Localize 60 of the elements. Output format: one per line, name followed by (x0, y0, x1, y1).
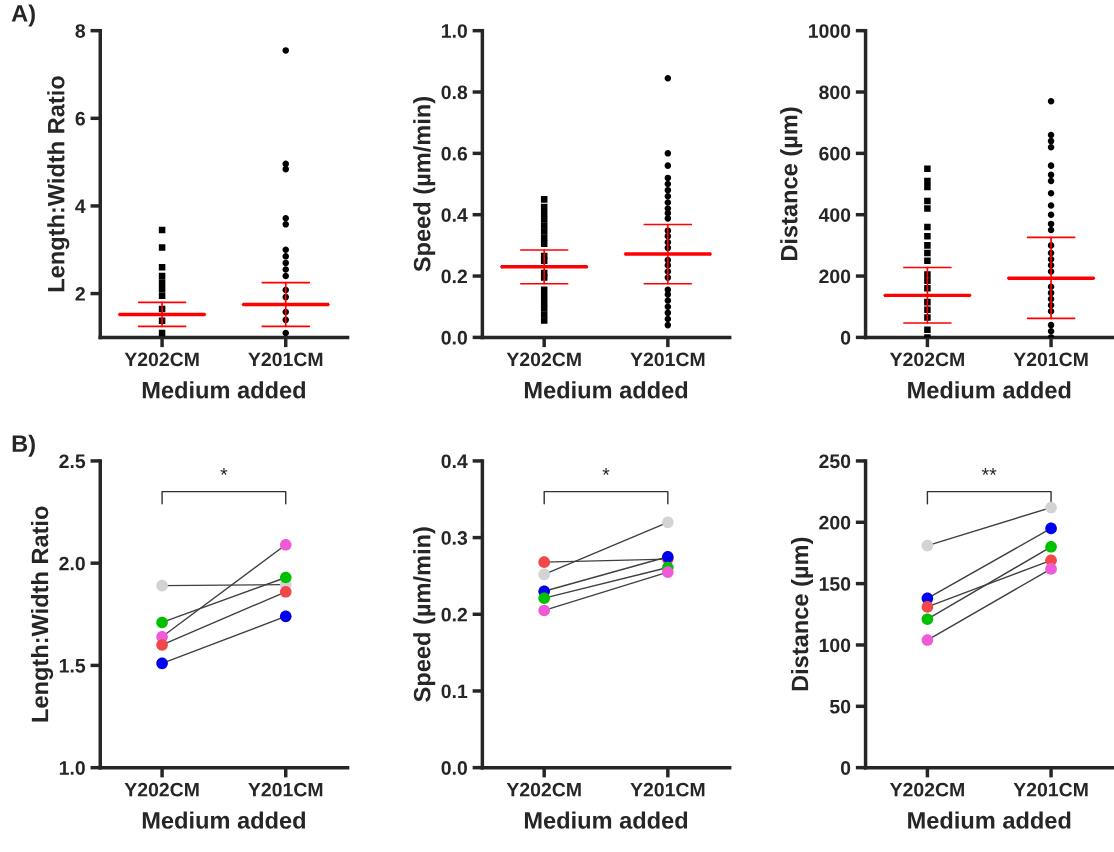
y-axis-title: Distance (µm) (780, 107, 803, 261)
y-tick-label: 0.4 (441, 208, 468, 222)
x-tick-label: Y201CM (630, 352, 705, 367)
x-axis-title: Medium added (142, 381, 306, 399)
x-tick-label: Y201CM (1013, 352, 1088, 367)
y-tick-label: 0.0 (441, 330, 467, 345)
chart-title: B) (12, 434, 35, 457)
chart-title: A) (11, 4, 35, 27)
annotation: * (220, 468, 228, 475)
y-tick-label: 2.0 (59, 556, 85, 571)
y-axis-title: Length:Width Ratio (30, 506, 54, 722)
y-tick-label: 800 (819, 85, 851, 100)
y-tick-label: 200 (819, 269, 851, 284)
x-axis-title: Medium added (524, 811, 688, 829)
x-axis-title: Medium added (908, 811, 1071, 829)
y-tick-label: 0.8 (441, 85, 468, 100)
y-tick-label: 0.3 (441, 531, 468, 545)
x-axis-title: Medium added (524, 381, 688, 399)
y-tick-label: 0.0 (441, 761, 467, 775)
y-tick-label: 200 (819, 515, 851, 530)
x-tick-label: Y202CM (889, 782, 964, 797)
x-axis-title: Medium added (908, 381, 1071, 399)
y-tick-label: 50 (829, 699, 851, 714)
y-tick-label: 0 (840, 761, 851, 775)
y-tick-label: 2.5 (59, 454, 86, 469)
y-tick-label: 250 (819, 454, 851, 469)
y-axis-title: Length:Width Ratio (47, 76, 70, 292)
x-tick-label: Y201CM (1013, 782, 1088, 797)
y-tick-label: 0.2 (441, 269, 467, 284)
y-tick-label: 8 (75, 24, 86, 38)
y-tick-label: 600 (819, 146, 851, 161)
x-tick-label: Y201CM (630, 782, 705, 797)
y-axis-title: Distance (µm) (790, 537, 813, 691)
x-tick-label: Y201CM (248, 782, 323, 797)
y-tick-label: 150 (819, 577, 851, 591)
y-tick-label: 0.2 (441, 607, 467, 622)
annotation: * (602, 468, 610, 475)
x-tick-label: Y202CM (124, 352, 199, 367)
y-tick-label: 1.5 (59, 659, 86, 673)
x-tick-label: Y202CM (124, 782, 199, 797)
annotation: ** (981, 468, 997, 475)
y-tick-label: 1.0 (441, 24, 467, 38)
y-tick-label: 400 (818, 208, 851, 222)
y-tick-label: 2 (75, 287, 85, 301)
x-tick-label: Y201CM (248, 352, 323, 367)
x-tick-label: Y202CM (506, 782, 581, 797)
y-tick-label: 0.4 (441, 454, 468, 469)
y-tick-label: 0 (840, 330, 851, 345)
x-tick-label: Y202CM (889, 352, 964, 367)
x-tick-label: Y202CM (506, 352, 581, 367)
y-tick-label: 0.6 (441, 146, 468, 161)
y-tick-label: 4 (75, 199, 86, 213)
y-tick-label: 1.0 (59, 761, 85, 775)
y-tick-label: 1000 (808, 24, 851, 38)
y-axis-title: Speed (µm/min) (413, 97, 436, 272)
y-tick-label: 6 (75, 111, 85, 126)
y-tick-label: 100 (819, 638, 851, 653)
y-tick-label: 0.1 (441, 684, 468, 699)
y-axis-title: Speed (µm/min) (413, 527, 436, 702)
x-axis-title: Medium added (142, 811, 306, 829)
